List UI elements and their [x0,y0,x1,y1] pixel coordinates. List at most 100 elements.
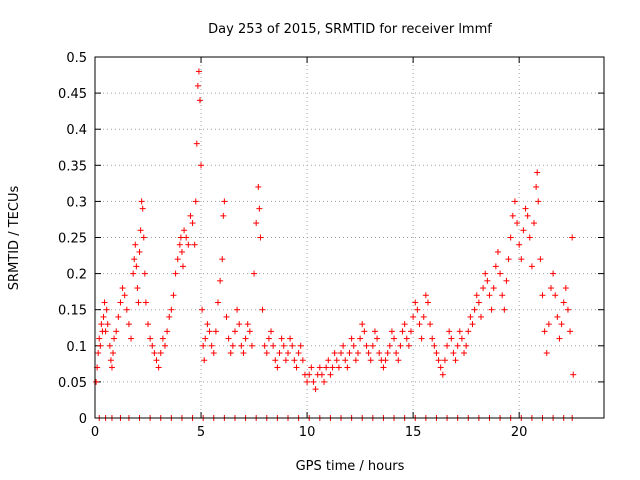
data-point [477,313,484,320]
data-point [414,306,421,313]
data-point [316,364,323,371]
data-point [492,263,499,270]
data-point [177,234,184,241]
data-point [552,292,559,299]
data-point [157,350,164,357]
data-point [306,371,313,378]
data-point [312,386,319,393]
data-point [176,241,183,248]
data-point [199,306,206,313]
data-point [376,350,383,357]
data-point [103,306,110,313]
data-point [128,335,135,342]
data-point [556,335,563,342]
data-point [564,306,571,313]
data-point [93,378,100,385]
data-point [101,299,108,306]
data-point [439,371,446,378]
data-point [168,306,175,313]
data-point [295,350,302,357]
data-point [97,342,104,349]
data-point [178,248,185,255]
y-tick-label: 0.25 [58,232,87,247]
data-point [338,350,345,357]
y-tick-label: 0.05 [58,376,87,391]
data-point [139,205,146,212]
data-point [484,277,491,284]
data-point [374,335,381,342]
data-point [147,335,154,342]
data-point [416,321,423,328]
data-point [220,212,227,219]
data-point [541,328,548,335]
data-point [140,234,147,241]
data-point [454,342,461,349]
data-point [198,162,205,169]
data-point [192,198,199,205]
data-point [318,371,325,378]
data-point [202,335,209,342]
data-point [534,169,541,176]
data-point [446,328,453,335]
data-point [155,364,162,371]
y-tick-label: 0.5 [66,51,87,66]
data-point [410,313,417,320]
data-point [452,357,459,364]
data-point [196,97,203,104]
data-point [100,313,107,320]
data-point [384,350,391,357]
data-point [123,306,130,313]
data-point [297,342,304,349]
data-point [435,357,442,364]
data-point [567,328,574,335]
data-point [164,328,171,335]
data-point [282,357,289,364]
data-point [363,342,370,349]
data-point [170,292,177,299]
data-point [516,241,523,248]
data-point [132,241,139,248]
data-point [342,357,349,364]
chart-title: Day 253 of 2015, SRMTID for receiver lmm… [208,22,492,37]
data-point [562,285,569,292]
y-tick-label: 0.4 [66,123,87,138]
data-point [501,306,508,313]
data-point [369,342,376,349]
data-point [102,328,109,335]
y-tick-label: 0.3 [66,195,87,210]
data-point [242,335,249,342]
data-point [352,357,359,364]
data-point [393,350,400,357]
data-point [141,270,148,277]
data-point [240,350,247,357]
data-point [395,357,402,364]
data-point [497,270,504,277]
y-tick-label: 0.1 [66,340,87,355]
y-tick-label: 0.35 [58,159,87,174]
data-point [238,342,245,349]
data-point [293,364,300,371]
data-point [333,357,340,364]
data-point [554,313,561,320]
data-point [331,350,338,357]
data-point [131,256,138,263]
data-point [388,328,395,335]
data-point [399,328,406,335]
data-point [507,234,514,241]
data-point [231,328,238,335]
data-point [115,313,122,320]
y-tick-label: 0 [79,412,87,427]
data-point [117,299,124,306]
data-point [166,313,173,320]
data-point [193,140,200,147]
data-point [526,234,533,241]
data-point [367,357,374,364]
data-point [108,364,115,371]
data-point [195,68,202,75]
data-point [106,342,113,349]
data-point [391,335,398,342]
data-point [270,342,277,349]
data-point [382,357,389,364]
data-point [335,364,342,371]
data-point [221,198,228,205]
